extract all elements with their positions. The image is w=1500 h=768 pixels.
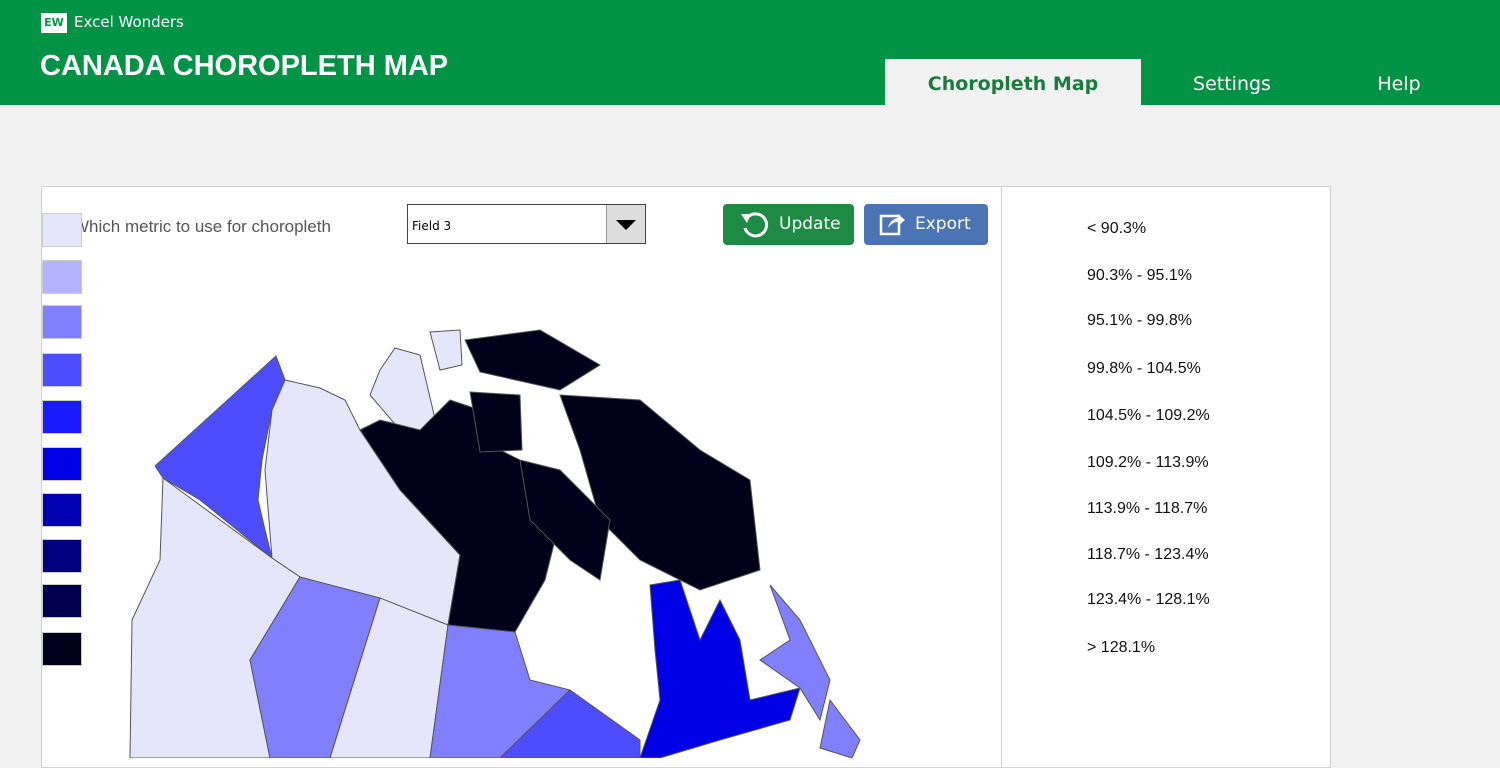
tab[interactable]: Settings (1193, 73, 1271, 95)
legend-label: 104.5% - 109.2% (1087, 407, 1210, 424)
region (819, 698, 861, 758)
legend-swatch (42, 493, 82, 527)
legend-swatch (42, 213, 82, 247)
update-button[interactable]: Update (723, 204, 854, 245)
legend-swatch (42, 353, 82, 387)
legend-swatch (42, 584, 82, 618)
legend-swatch (42, 260, 82, 294)
legend-swatch (42, 305, 82, 339)
dropdown[interactable]: Field 3 (407, 204, 646, 244)
region (464, 329, 601, 391)
legend-label: 113.9% - 118.7% (1087, 500, 1208, 517)
tab[interactable]: Choropleth Map (885, 59, 1141, 105)
dropdown-arrow[interactable] (606, 205, 645, 243)
region (519, 459, 611, 581)
legend-label: 99.8% - 104.5% (1087, 360, 1201, 377)
tab[interactable]: Help (1377, 73, 1421, 95)
legend-label: < 90.3% (1087, 220, 1147, 237)
update-icon (741, 212, 769, 238)
legend-swatch (42, 447, 82, 481)
legend-label: 123.4% - 128.1% (1087, 591, 1210, 608)
update-label: Update (779, 214, 841, 234)
logo: EW (41, 13, 67, 33)
legend-label: > 128.1% (1087, 639, 1156, 656)
region (639, 579, 801, 758)
legend-label: 95.1% - 99.8% (1087, 312, 1192, 329)
region (429, 329, 463, 371)
legend-swatch (42, 400, 82, 434)
region (329, 597, 449, 758)
region (249, 576, 381, 758)
region (499, 689, 641, 758)
legend-label: 90.3% - 95.1% (1087, 267, 1192, 284)
region (759, 584, 831, 722)
brand: Excel Wonders (74, 13, 184, 31)
export-button[interactable]: Export (864, 204, 988, 245)
dropdown-value: Field 3 (412, 219, 452, 233)
legend-swatch (42, 632, 82, 666)
header: EW Excel Wonders CANADA CHOROPLETH MAP C… (0, 0, 1500, 105)
region (129, 477, 301, 758)
divider (1001, 187, 1002, 767)
title: CANADA CHOROPLETH MAP (40, 50, 449, 82)
arrow-icon (616, 220, 636, 230)
region (559, 394, 761, 591)
region (469, 391, 523, 453)
legend-label: 109.2% - 113.9% (1087, 454, 1209, 471)
export-icon (879, 214, 905, 236)
region (154, 355, 286, 560)
export-label: Export (915, 214, 971, 234)
legend-label: 118.7% - 123.4% (1087, 546, 1209, 563)
metric-label: Which metric to use for choropleth (73, 217, 331, 236)
legend-swatch (42, 539, 82, 573)
